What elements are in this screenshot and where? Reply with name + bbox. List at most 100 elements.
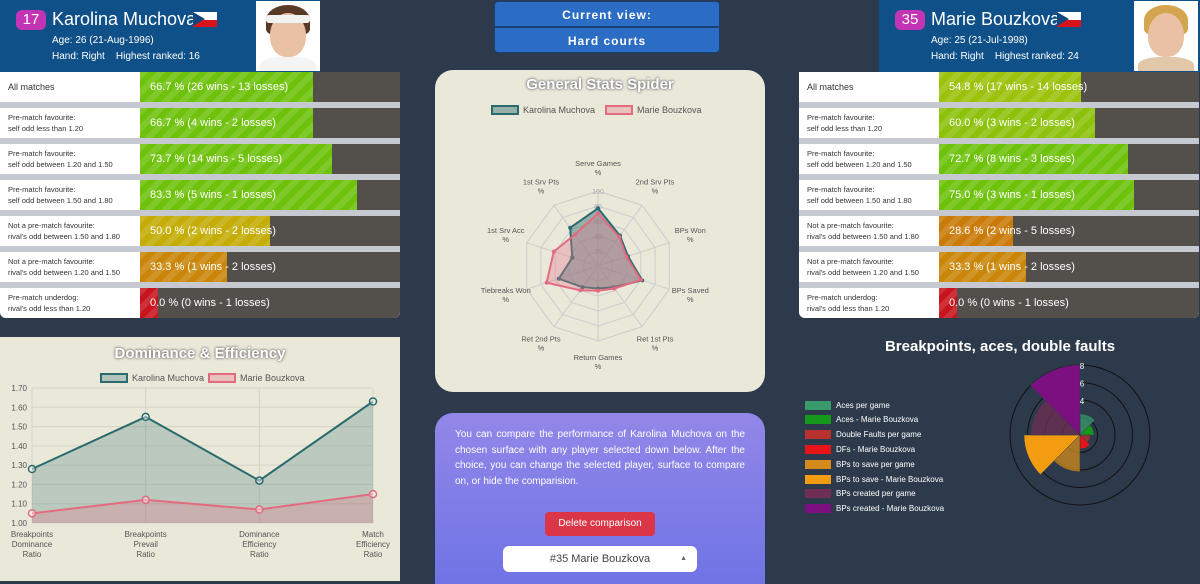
stat-bar-value: 73.7 % (14 wins - 5 losses) <box>150 153 283 165</box>
spider-point <box>568 225 573 230</box>
dominance-tick-label: 1.00 <box>11 519 27 528</box>
bp-legend-item[interactable]: BPs created per game <box>805 489 985 499</box>
stat-row[interactable]: All matches 66.7 % (26 wins - 13 losses) <box>0 72 400 102</box>
stat-bar-fill <box>939 108 1095 138</box>
spider-point <box>570 255 575 260</box>
stat-bar-track: 50.0 % (2 wins - 2 losses) <box>140 216 400 246</box>
stat-bar-fill <box>939 144 1129 174</box>
delete-comparison-button[interactable]: Delete comparison <box>545 512 655 536</box>
stat-row[interactable]: Pre-match underdog: rival's odd less than… <box>799 288 1199 318</box>
stat-bar-fill <box>140 252 227 282</box>
stat-row[interactable]: Pre-match favourite: self odd between 1.2… <box>0 144 400 174</box>
current-view-box[interactable]: Current view: Hard courts <box>494 1 720 53</box>
bp-segment <box>1030 364 1081 436</box>
stat-row[interactable]: Not a pre-match favourite: rival's odd be… <box>799 252 1199 282</box>
bp-legend-swatch <box>805 474 831 484</box>
bp-legend-item[interactable]: Double Faults per game <box>805 430 985 440</box>
compare-description: You can compare the performance of Karol… <box>455 429 745 487</box>
dominance-title: Dominance & Efficiency <box>114 345 286 362</box>
breakpoints-polar-chart: 4 6 8 <box>1009 362 1151 506</box>
player2-rank-badge: 35 <box>895 10 925 30</box>
dominance-point <box>368 397 378 406</box>
spider-category-label: 1st Srv Acc% <box>487 226 525 244</box>
stat-bar-fill <box>140 144 332 174</box>
dominance-tick-label: 1.30 <box>11 461 27 470</box>
stat-row[interactable]: Not a pre-match favourite: rival's odd be… <box>799 216 1199 246</box>
stat-bar-fill <box>140 288 158 318</box>
stat-bar-value: 75.0 % (3 wins - 1 losses) <box>949 189 1075 201</box>
stat-bar-value: 33.3 % (1 wins - 2 losses) <box>949 261 1075 273</box>
player1-name[interactable]: Karolina Muchova <box>52 9 197 29</box>
player1-age: Age: 26 (21-Aug-1996) <box>52 35 154 46</box>
player1-details: Hand: Right Highest ranked: 16 <box>52 51 200 62</box>
player2-details: Hand: Right Highest ranked: 24 <box>931 51 1079 62</box>
spider-category-label: Tiebreaks Won% <box>481 286 531 304</box>
player2-name[interactable]: Marie Bouzkova <box>931 9 1061 29</box>
stat-row-label: Pre-match favourite: self odd between 1.2… <box>8 149 113 169</box>
stat-row[interactable]: Pre-match favourite: self odd between 1.5… <box>0 180 400 210</box>
dominance-tick-label: 1.20 <box>11 480 27 489</box>
player2-header: 35 Marie Bouzkova Age: 25 (21-Jul-1998) … <box>879 0 1200 72</box>
stat-row[interactable]: All matches 54.8 % (17 wins - 14 losses) <box>799 72 1199 102</box>
spider-category-label: 2nd Srv Pts% <box>636 178 675 196</box>
stat-bar-track: 28.6 % (2 wins - 5 losses) <box>939 216 1199 246</box>
stat-bar-fill <box>939 180 1134 210</box>
player2-photo <box>1134 1 1198 71</box>
bp-legend-item[interactable]: DFs - Marie Bouzkova <box>805 444 985 454</box>
dominance-tick-label: 1.40 <box>11 442 27 451</box>
stat-bar-value: 66.7 % (4 wins - 2 losses) <box>150 117 276 129</box>
dominance-line-2 <box>31 493 374 515</box>
stat-bar-track: 33.3 % (1 wins - 2 losses) <box>939 252 1199 282</box>
stat-bar-value: 0.0 % (0 wins - 1 losses) <box>150 297 270 309</box>
stat-bar-value: 0.0 % (0 wins - 1 losses) <box>949 297 1069 309</box>
bp-legend-item[interactable]: BPs created - Marie Bouzkova <box>805 504 985 514</box>
bp-legend-swatch <box>805 430 831 440</box>
stat-bar-fill <box>140 216 270 246</box>
spider-category-label: Ret 2nd Pts% <box>521 334 560 352</box>
current-view-title: Current view: <box>495 2 719 28</box>
stat-row-label: Pre-match favourite: self odd between 1.5… <box>807 185 912 205</box>
spider-legend-player1[interactable]: Karolina Muchova <box>491 105 595 115</box>
stat-bar-value: 50.0 % (2 wins - 2 losses) <box>150 225 276 237</box>
dominance-chart: 1.70 1.60 1.50 1.40 1.30 1.20 1.10 1.00 Breakpoi… <box>11 384 390 559</box>
czech-flag-icon <box>1057 12 1081 27</box>
bp-legend-swatch <box>805 400 831 410</box>
stat-row[interactable]: Not a pre-match favourite: rival's odd be… <box>0 216 400 246</box>
stat-row[interactable]: Pre-match underdog: rival's odd less than… <box>0 288 400 318</box>
stat-bar-track: 0.0 % (0 wins - 1 losses) <box>939 288 1199 318</box>
stat-bar-fill <box>140 72 314 102</box>
dominance-category-label: Breakpoints Prevail Ratio <box>125 530 167 559</box>
czech-flag-icon <box>193 12 217 27</box>
stat-row[interactable]: Pre-match favourite: self odd less than 1… <box>799 108 1199 138</box>
spider-category-label: BPs Won% <box>675 226 706 244</box>
bp-tick-label: 8 <box>1080 362 1085 371</box>
stat-row-label: Pre-match underdog: rival's odd less than… <box>8 293 91 313</box>
stat-row-label: Pre-match favourite: self odd less than 1… <box>8 113 84 133</box>
stat-row[interactable]: Pre-match favourite: self odd between 1.2… <box>799 144 1199 174</box>
dominance-legend-player2[interactable]: Marie Bouzkova <box>208 373 305 383</box>
bp-legend-swatch <box>805 459 831 469</box>
stat-bar-value: 83.3 % (5 wins - 1 losses) <box>150 189 276 201</box>
current-surface[interactable]: Hard courts <box>567 34 647 48</box>
bp-legend-item[interactable]: BPs to save - Marie Bouzkova <box>805 474 985 484</box>
stat-row[interactable]: Pre-match favourite: self odd less than 1… <box>0 108 400 138</box>
stat-bar-track: 54.8 % (17 wins - 14 losses) <box>939 72 1199 102</box>
spider-panel: General Stats Spider Karolina Muchova Ma… <box>435 70 765 392</box>
stat-row[interactable]: Not a pre-match favourite: rival's odd be… <box>0 252 400 282</box>
dominance-point <box>141 495 150 505</box>
bp-legend-item[interactable]: Aces - Marie Bouzkova <box>805 415 985 425</box>
compare-player-select[interactable]: #35 Marie Bouzkova ▲ <box>503 546 697 572</box>
stat-bar-track: 60.0 % (3 wins - 2 losses) <box>939 108 1199 138</box>
player2-age: Age: 25 (21-Jul-1998) <box>931 35 1028 46</box>
stat-row[interactable]: Pre-match favourite: self odd between 1.5… <box>799 180 1199 210</box>
spider-point <box>551 249 556 254</box>
dominance-legend-player1[interactable]: Karolina Muchova <box>100 373 204 383</box>
dominance-category-label: Match Efficiency Ratio <box>356 530 390 559</box>
spider-legend-player2[interactable]: Marie Bouzkova <box>605 105 702 115</box>
player1-photo <box>256 1 320 71</box>
bp-legend-item[interactable]: BPs to save per game <box>805 459 985 469</box>
bp-legend-item[interactable]: Aces per game <box>805 400 985 410</box>
dominance-point <box>368 489 378 499</box>
spider-point <box>573 232 578 237</box>
dominance-tick-label: 1.70 <box>11 384 27 393</box>
